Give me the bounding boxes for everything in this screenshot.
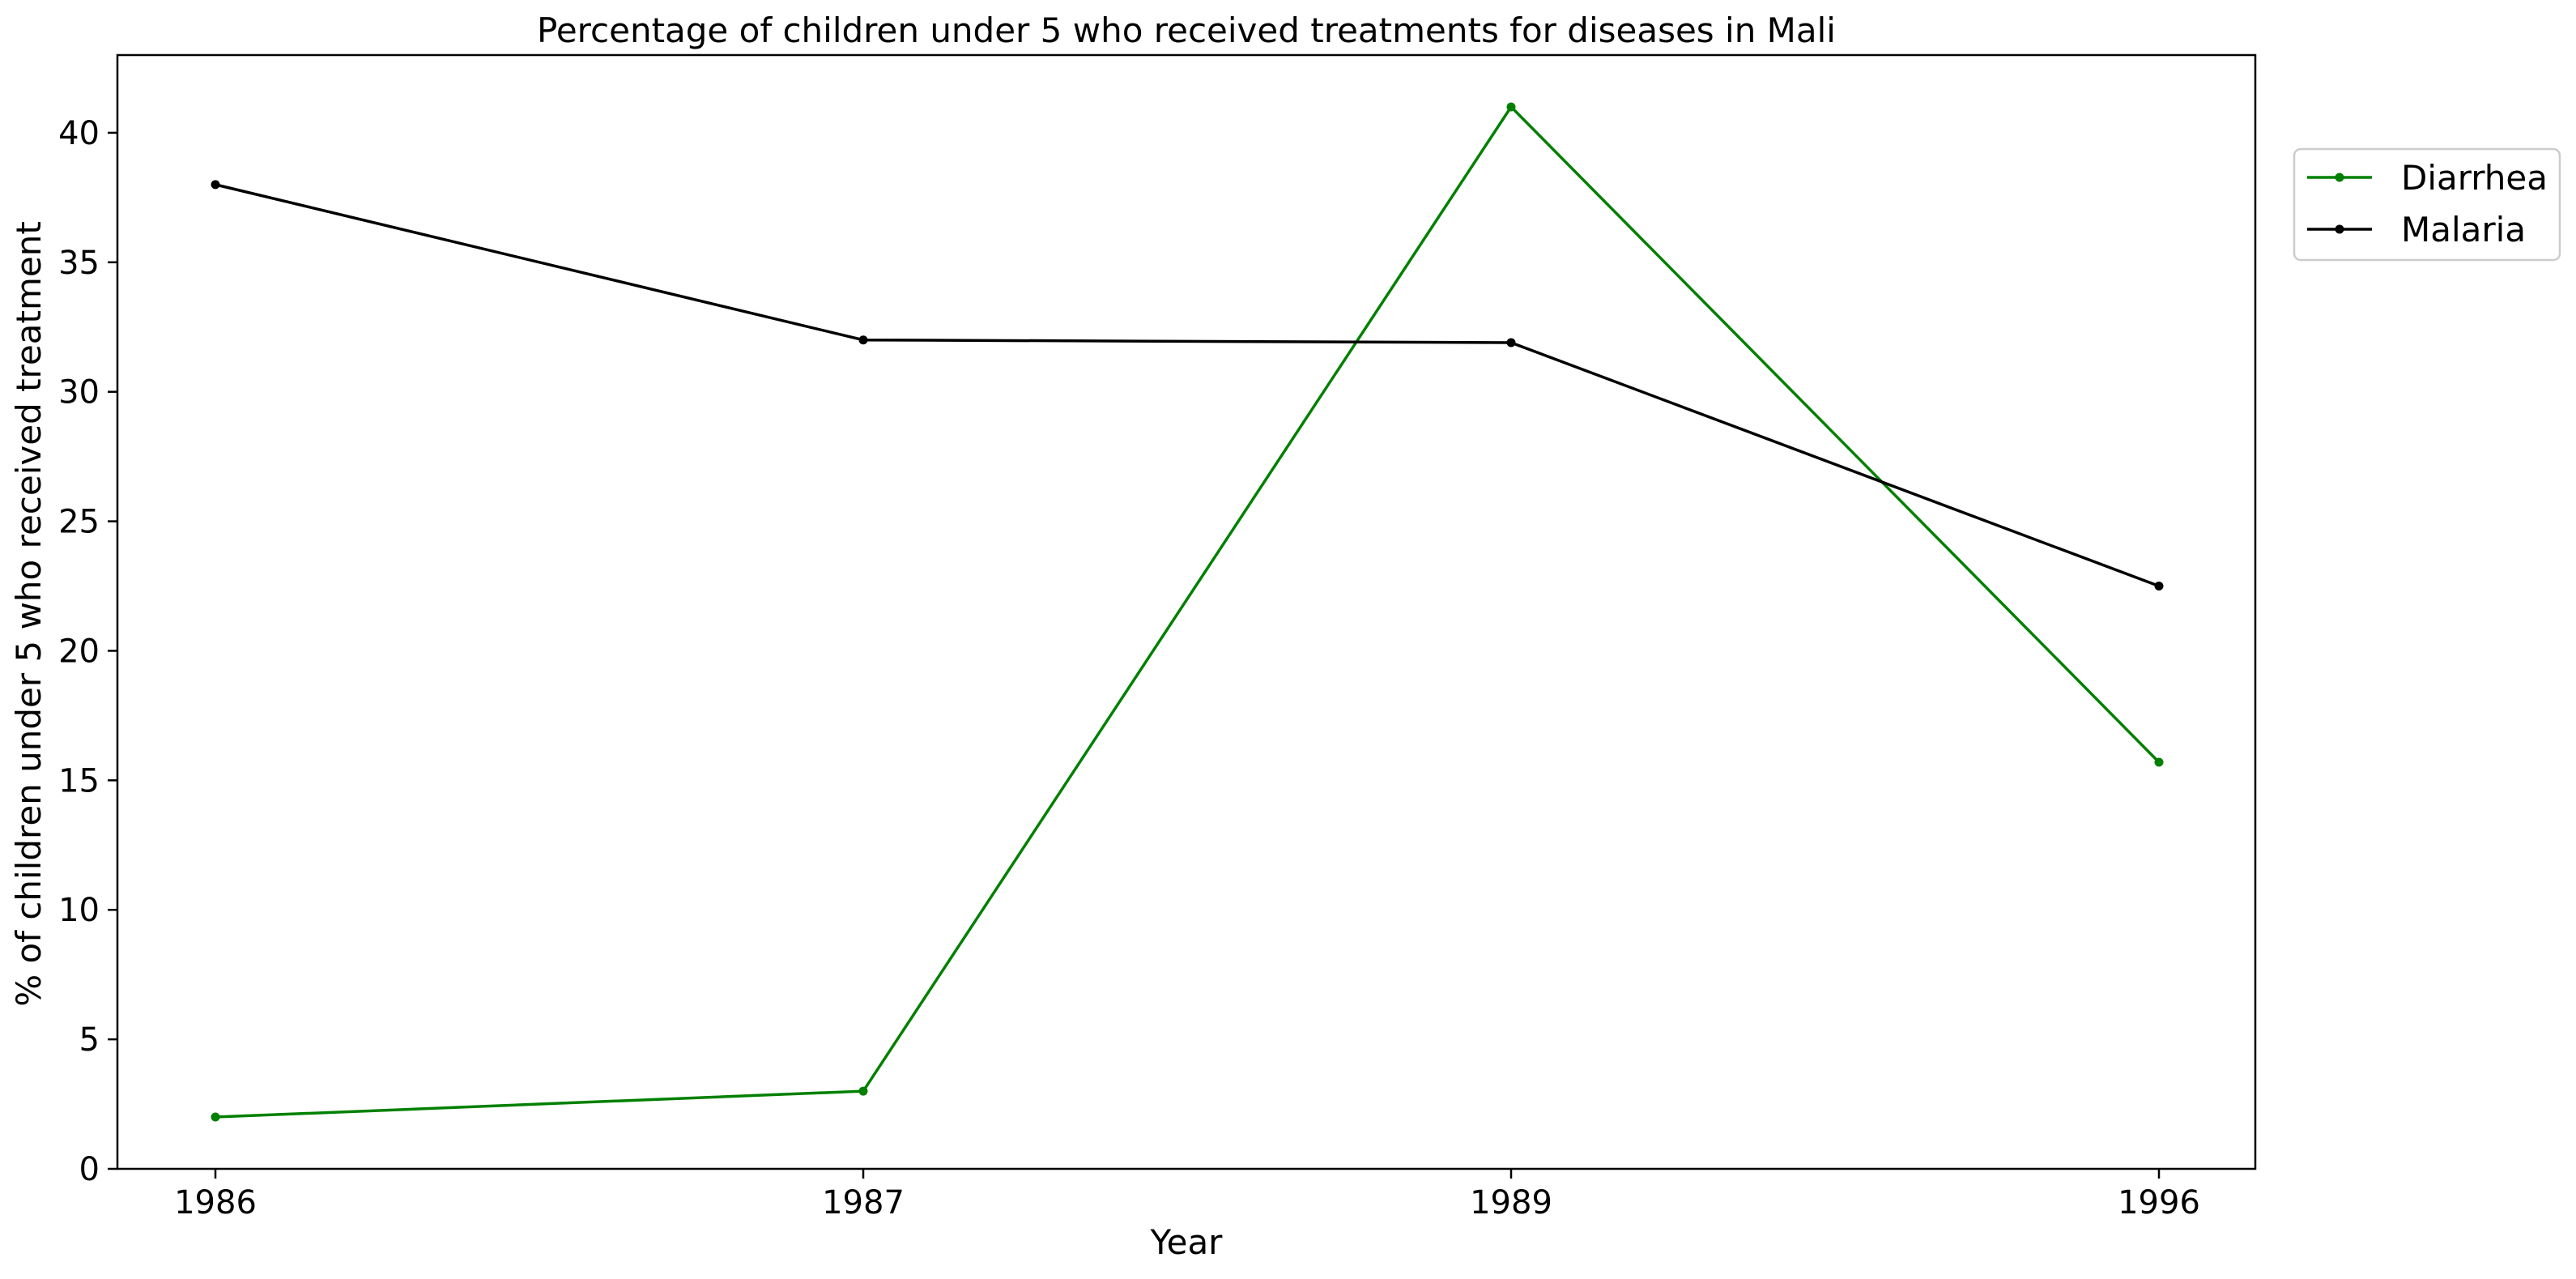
y-tick-label: 35 — [58, 245, 100, 282]
data-point-malaria — [2154, 582, 2164, 591]
legend-marker-diarrhea — [2335, 173, 2344, 182]
data-point-malaria — [858, 335, 868, 345]
y-tick-label: 10 — [58, 892, 100, 929]
y-tick-label: 15 — [58, 762, 100, 799]
plot-frame — [116, 53, 2257, 1170]
legend-label-diarrhea: Diarrhea — [2401, 158, 2548, 198]
legend-label-malaria: Malaria — [2401, 210, 2526, 249]
y-tick-label: 20 — [58, 633, 100, 670]
x-tick-label: 1996 — [2118, 1184, 2200, 1221]
x-tick-label: 1989 — [1470, 1184, 1552, 1221]
x-axis-label: Year — [1150, 1222, 1224, 1262]
x-tick-label: 1987 — [822, 1184, 905, 1221]
data-point-malaria — [1506, 338, 1516, 347]
series-layer — [211, 102, 2164, 1122]
x-tick-label: 1986 — [174, 1184, 257, 1221]
series-line-diarrhea — [215, 104, 2161, 1119]
chart-title: Percentage of children under 5 who recei… — [537, 11, 1836, 50]
y-tick-label: 5 — [79, 1021, 100, 1059]
data-point-diarrhea — [2154, 757, 2164, 767]
x-axis: 1986 1987 1989 1996 — [174, 1169, 2200, 1221]
legend: Diarrhea Malaria — [2293, 147, 2561, 262]
data-point-diarrhea — [1506, 102, 1516, 112]
data-point-malaria — [211, 180, 220, 190]
y-tick-label: 25 — [58, 504, 100, 541]
y-axis: 0 5 10 15 20 25 30 35 40 — [58, 115, 117, 1188]
y-tick-label: 30 — [58, 374, 100, 411]
y-tick-label: 0 — [79, 1151, 100, 1188]
data-point-diarrhea — [211, 1112, 220, 1122]
plot-area — [116, 53, 2257, 1170]
series-line-malaria — [215, 183, 2160, 588]
y-tick-label: 40 — [58, 115, 100, 152]
data-point-diarrhea — [858, 1086, 868, 1096]
y-axis-label: % of children under 5 who received treat… — [9, 221, 49, 1007]
legend-marker-malaria — [2335, 224, 2344, 234]
